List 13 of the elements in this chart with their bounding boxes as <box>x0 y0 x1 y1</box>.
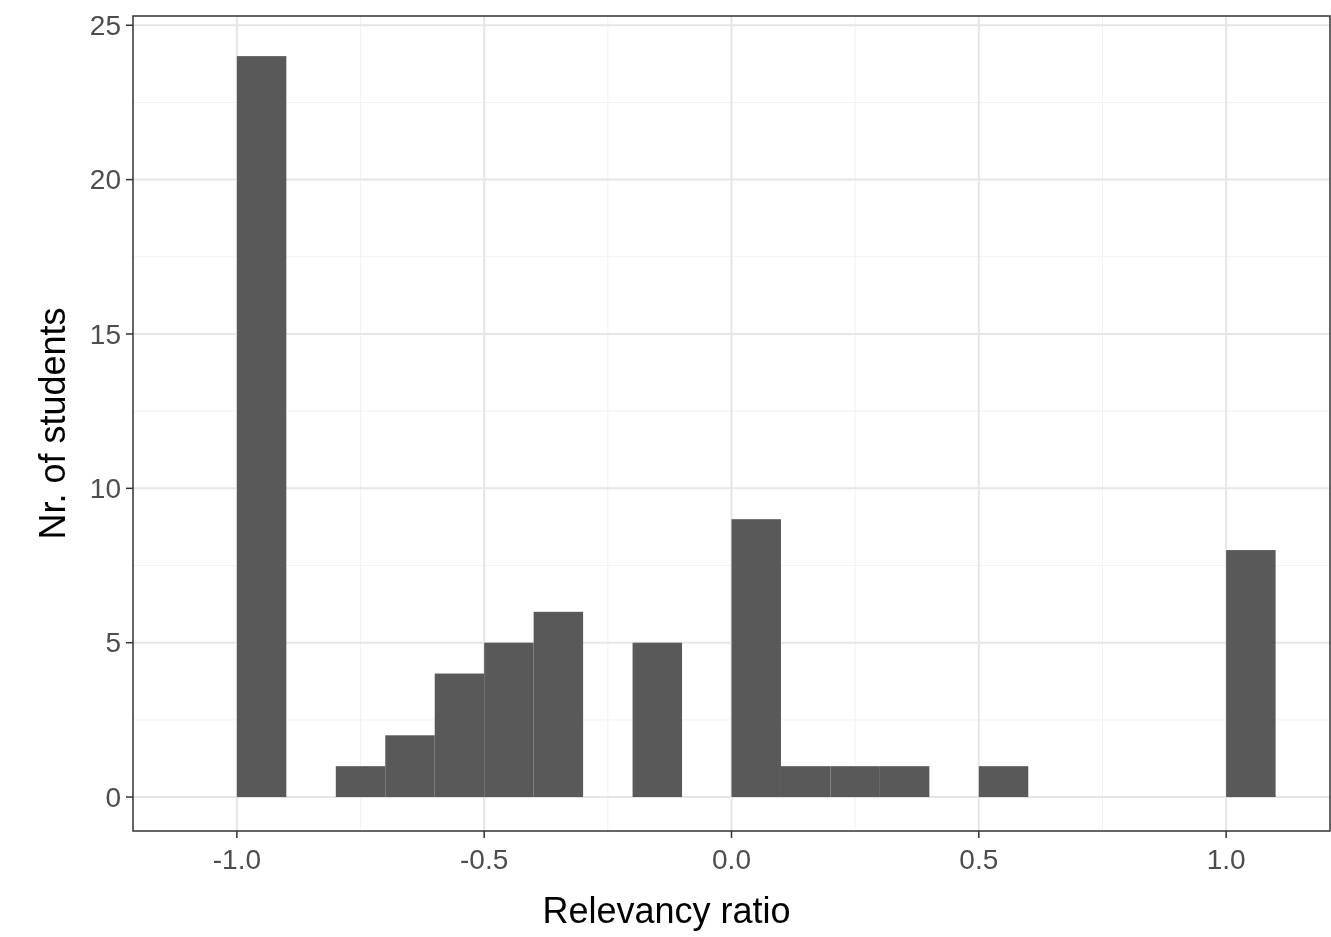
y-tick-label: 15 <box>89 318 121 350</box>
y-tick-label: 20 <box>89 164 121 196</box>
x-tick-label: 0.0 <box>712 844 751 875</box>
x-tick-label: 1.0 <box>1206 844 1246 875</box>
x-tick-label: 0.5 <box>959 844 999 875</box>
x-tick-label: -0.5 <box>460 844 509 875</box>
y-tick-label: 25 <box>89 10 121 42</box>
x-axis-title: Relevancy ratio <box>542 890 791 931</box>
y-axis-title: Nr. of students <box>32 307 73 540</box>
y-tick-label: 5 <box>105 627 121 659</box>
y-tick-label: 0 <box>105 781 121 813</box>
x-tick-label: -1.0 <box>212 844 261 875</box>
y-tick-label: 10 <box>89 473 121 505</box>
